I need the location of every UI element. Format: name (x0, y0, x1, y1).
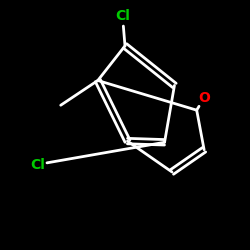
Text: Cl: Cl (30, 158, 45, 172)
Text: Cl: Cl (115, 9, 130, 23)
Text: O: O (198, 91, 210, 105)
